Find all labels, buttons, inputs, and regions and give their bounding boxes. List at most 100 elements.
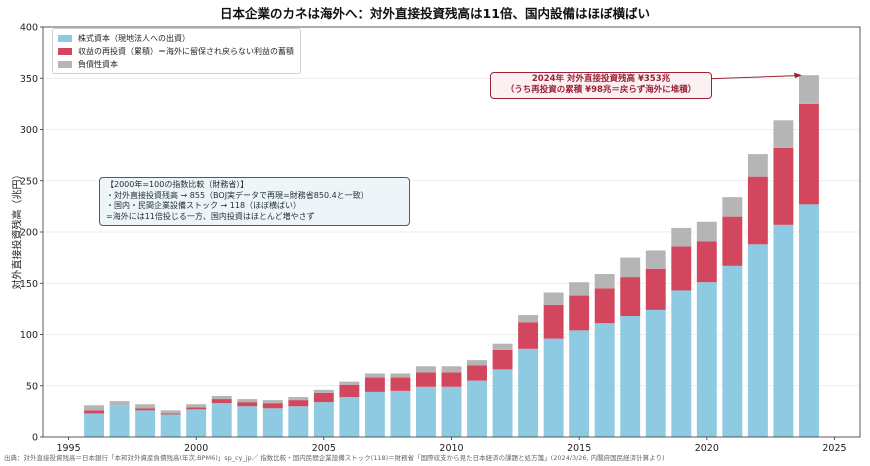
annotation-arrow-line (702, 75, 797, 80)
bar-debt (416, 366, 436, 373)
bar-reinvest (543, 304, 564, 339)
legend-label-equity: 株式資本（現地法人への出資） (78, 34, 190, 43)
annotation-line-2: （うち再投資の累積 ¥98兆＝戻らず海外に堆積） (505, 85, 697, 95)
y-tick-label: 0 (32, 433, 38, 444)
bar-debt (773, 120, 794, 148)
bar-equity (671, 290, 692, 437)
bar-debt (364, 373, 385, 378)
legend: 株式資本（現地法人への出資） 収益の再投資（累積）＝海外に留保され戻らない利益の… (52, 28, 301, 74)
note-line: ・国内・民間企業設備ストック → 118（ほぼ横ばい） (106, 201, 302, 210)
bar-debt (594, 274, 615, 289)
annotation-line-1: 2024年 対外直接投資残高 ¥353兆 (531, 74, 671, 84)
bar-reinvest (135, 408, 156, 411)
bar-equity (288, 406, 309, 437)
y-tick-label: 100 (20, 330, 38, 341)
note-line: 【2000年=100の指数比較（財務省）】 (106, 180, 249, 189)
legend-label-reinvest: 収益の再投資（累積）＝海外に留保され戻らない利益の蓄積 (78, 47, 294, 56)
note-line: =海外には11倍投じる一方、国内投資はほとんど増やさず (106, 211, 315, 221)
bar-equity (722, 265, 743, 437)
bar-debt (798, 75, 819, 104)
bar-reinvest (313, 392, 334, 403)
bar-equity (109, 405, 130, 437)
bar-equity (798, 204, 819, 437)
bar-equity (773, 224, 794, 437)
bar-debt (492, 343, 513, 350)
bar-debt (211, 396, 232, 400)
bar-debt (390, 373, 411, 378)
x-tick-label: 2000 (184, 443, 208, 454)
bar-reinvest (620, 277, 641, 317)
bar-reinvest (671, 246, 692, 291)
legend-swatch-reinvest (58, 48, 72, 55)
y-tick-label: 50 (26, 381, 38, 392)
bar-reinvest (339, 384, 360, 398)
x-tick-label: 2015 (567, 443, 591, 454)
y-axis-label: 対外直接投資残高（兆円） (12, 169, 24, 290)
bar-equity (645, 309, 666, 437)
bar-equity (696, 282, 717, 437)
y-tick-label: 150 (20, 279, 38, 290)
bar-debt (722, 197, 743, 217)
bar-debt (441, 366, 462, 373)
bar-reinvest (696, 241, 717, 283)
bar-equity (492, 369, 513, 437)
bar-reinvest (441, 372, 462, 387)
bar-equity (518, 348, 539, 437)
bar-reinvest (798, 103, 819, 205)
bar-equity (364, 391, 385, 437)
bar-reinvest (262, 403, 283, 409)
annotation-arrow (702, 72, 802, 80)
bar-equity (135, 410, 156, 437)
bar-reinvest (747, 176, 768, 245)
bar-equity (620, 316, 641, 437)
bar-reinvest (645, 268, 666, 310)
legend-item-equity: 株式資本（現地法人への出資） (58, 32, 294, 45)
bar-equity (467, 380, 487, 437)
bar-reinvest (288, 400, 309, 407)
bar-reinvest (390, 377, 411, 391)
bar-equity (390, 390, 411, 437)
bars (84, 75, 819, 437)
x-tick-label: 2010 (439, 443, 463, 454)
bar-debt (160, 410, 181, 414)
bar-equity (339, 397, 360, 437)
bar-debt (313, 389, 334, 393)
x-tick-label: 2025 (822, 443, 846, 454)
bar-debt (696, 221, 717, 242)
legend-swatch-debt (58, 61, 72, 68)
bar-debt (467, 360, 487, 366)
x-tick-label: 1995 (56, 443, 80, 454)
legend-item-reinvest: 収益の再投資（累積）＝海外に留保され戻らない利益の蓄積 (58, 45, 294, 58)
plot-frame (42, 26, 861, 438)
bar-reinvest (211, 399, 232, 404)
bar-debt (135, 404, 156, 409)
annotation-arrow-head (793, 72, 802, 79)
bar-equity (186, 409, 207, 437)
bar-reinvest (237, 402, 258, 407)
x-tick-label: 2005 (312, 443, 336, 454)
bar-debt (186, 404, 207, 408)
legend-label-debt: 負債性資本 (78, 60, 118, 69)
bar-equity (569, 330, 590, 437)
bar-debt (569, 282, 590, 296)
bar-debt (671, 227, 692, 247)
bar-debt (237, 399, 258, 403)
bar-debt (339, 381, 360, 385)
bar-equity (594, 323, 615, 437)
bar-equity (211, 403, 232, 437)
bar-debt (620, 257, 641, 278)
y-tick-label: 300 (20, 125, 38, 136)
bar-reinvest (492, 349, 513, 370)
bar-equity (160, 414, 181, 437)
y-tick-label: 200 (20, 228, 38, 239)
bar-equity (747, 244, 768, 437)
bar-reinvest (722, 216, 743, 266)
bar-reinvest (773, 147, 794, 225)
source-note: 出典：対外直接投資残高＝日本銀行「本邦対外資産負債残高(年次,BPM6)」sp_… (4, 454, 665, 462)
axes: 0 50 100 150 200 250 300 350 400 1995 2000 2005 2010… (20, 23, 861, 454)
bar-equity (237, 406, 258, 437)
bar-reinvest (186, 407, 207, 410)
x-tick-label: 2020 (695, 443, 719, 454)
legend-swatch-equity (58, 35, 72, 42)
bar-debt (543, 292, 564, 305)
